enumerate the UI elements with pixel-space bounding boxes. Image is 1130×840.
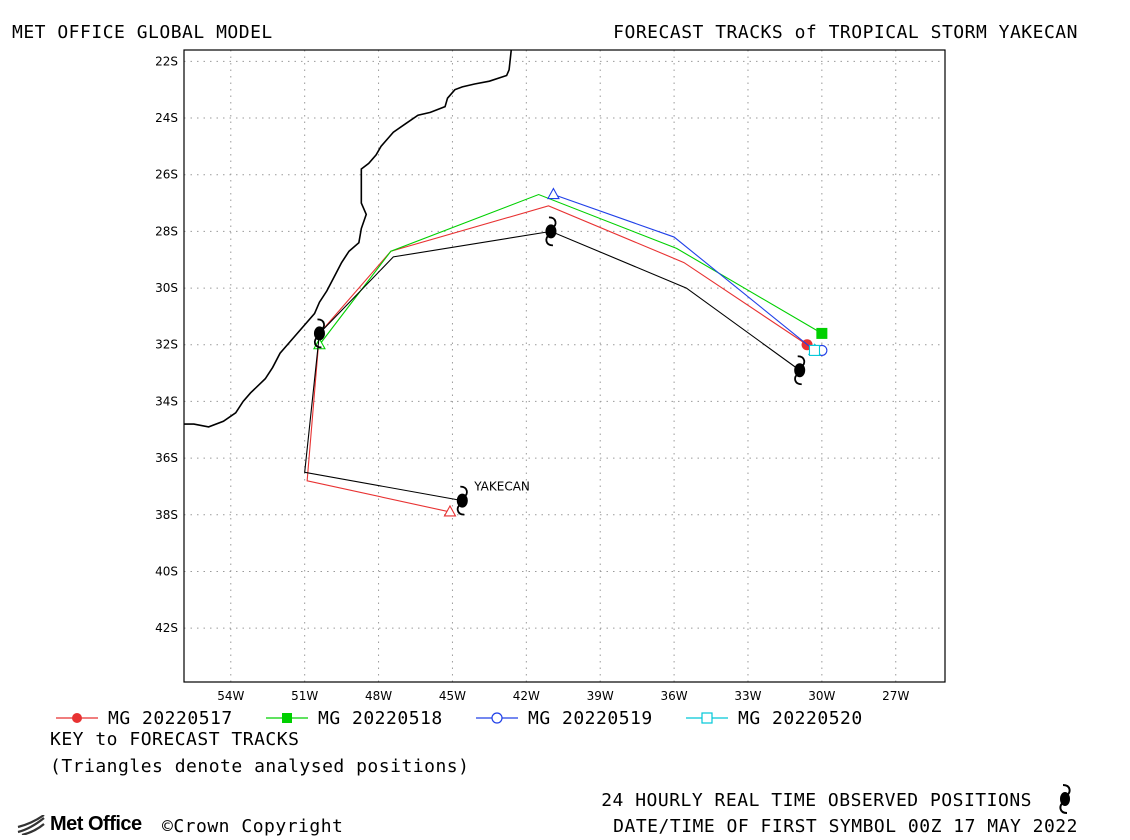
legend-swatch-blue	[476, 712, 518, 724]
x-tick-label: 54W	[217, 689, 244, 703]
y-tick-label: 22S	[155, 54, 178, 68]
x-tick-label: 33W	[734, 689, 761, 703]
observed-track-line	[304, 230, 801, 502]
y-tick-label: 26S	[155, 168, 178, 182]
y-tick-label: 30S	[155, 281, 178, 295]
x-tick-label: 51W	[291, 689, 318, 703]
legend-swatch-red	[56, 713, 98, 723]
y-tick-label: 24S	[155, 111, 178, 125]
plot-frame	[183, 49, 946, 683]
y-tick-label: 34S	[155, 394, 178, 408]
met-office-logo: Met Office	[16, 813, 142, 836]
observed-storm-symbol	[456, 485, 468, 516]
forecast-marker-open-square	[808, 344, 821, 356]
left-title: MET OFFICE GLOBAL MODEL	[12, 22, 273, 43]
storm-icon	[1059, 784, 1071, 814]
y-tick-label: 40S	[155, 564, 178, 578]
storm-core	[313, 326, 325, 341]
y-tick-label: 32S	[155, 338, 178, 352]
key-heading: KEY to FORECAST TRACKS	[50, 729, 300, 750]
x-tick-label: 48W	[365, 689, 392, 703]
observed-storm-symbol	[794, 355, 806, 386]
y-tick-label: 28S	[155, 224, 178, 238]
copyright: ©Crown Copyright	[162, 816, 344, 837]
storm-name-label: YAKECAN	[473, 480, 530, 494]
forecast-track-mg-20220520	[808, 343, 821, 356]
forecast-marker-filled-square	[816, 327, 828, 339]
forecast-track-mg-20220517	[306, 205, 813, 517]
coastline	[184, 50, 513, 428]
chart-title: FORECAST TRACKS of TROPICAL STORM YAKECA…	[613, 22, 1078, 43]
y-tick-label: 36S	[155, 451, 178, 465]
analysed-position-triangle	[546, 187, 560, 200]
x-tick-label: 30W	[808, 689, 835, 703]
key-note: (Triangles denote analysed positions)	[50, 756, 470, 777]
storm-core	[545, 224, 557, 239]
observed-track: YAKECAN	[304, 216, 806, 516]
datetime-label: DATE/TIME OF FIRST SYMBOL 00Z 17 MAY 202…	[613, 816, 1078, 837]
x-tick-label: 36W	[661, 689, 688, 703]
x-tick-label: 39W	[587, 689, 614, 703]
axis-labels: 54W 51W 48W 45W 42W 39W 36W 33W 30W 27W 22S 24S 26S 2…	[155, 54, 909, 703]
logo-swoosh-icon	[17, 814, 45, 835]
legend-item-20220520: MG 20220520	[684, 707, 863, 729]
forecast-tracks	[306, 187, 828, 517]
storm-core	[794, 363, 806, 378]
legend-label: MG 20220518	[318, 707, 443, 729]
observed-storm-symbol	[545, 216, 557, 247]
grid	[184, 50, 945, 682]
legend-item-20220519: MG 20220519	[474, 707, 653, 729]
coastline-line	[184, 50, 513, 428]
forecast-track-mg-20220518	[313, 193, 828, 350]
legend-label: MG 20220517	[108, 707, 233, 729]
observed-storm-symbol	[313, 318, 325, 349]
analysed-position-triangle	[443, 504, 457, 517]
storm-core	[456, 493, 468, 508]
legend-swatch-green	[266, 713, 308, 723]
track-line	[319, 193, 823, 346]
y-tick-label: 38S	[155, 508, 178, 522]
legend-item-20220517: MG 20220517	[54, 707, 233, 729]
y-tick-label: 42S	[155, 621, 178, 635]
x-tick-label: 45W	[439, 689, 466, 703]
legend-label: MG 20220519	[528, 707, 653, 729]
observed-label: 24 HOURLY REAL TIME OBSERVED POSITIONS	[601, 790, 1032, 811]
legend-item-20220518: MG 20220518	[264, 707, 443, 729]
x-tick-label: 27W	[882, 689, 909, 703]
track-line	[306, 205, 808, 513]
legend-swatch-cyan	[686, 712, 728, 724]
legend-label: MG 20220520	[738, 707, 863, 729]
track-line	[553, 194, 822, 351]
logo-text: Met Office	[50, 813, 142, 835]
x-tick-label: 42W	[513, 689, 540, 703]
